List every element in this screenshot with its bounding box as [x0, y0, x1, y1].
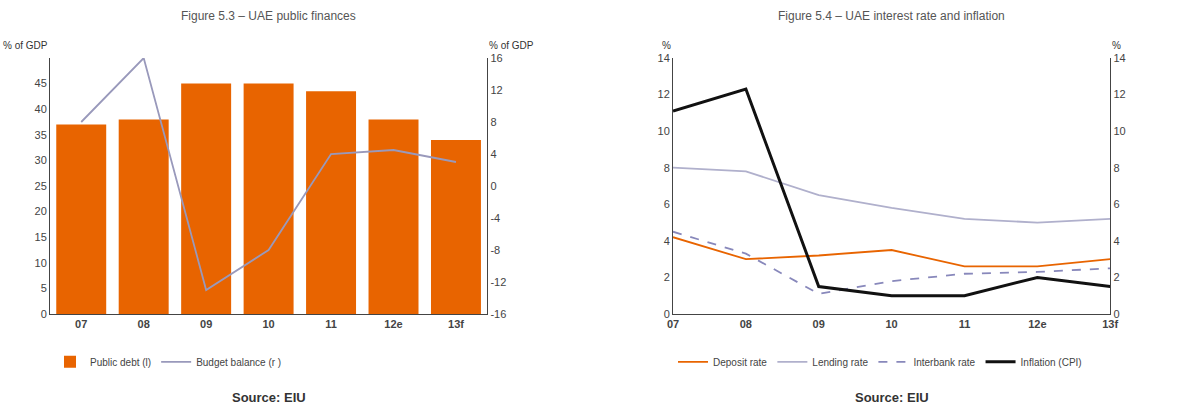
svg-text:07: 07 [667, 318, 679, 330]
svg-text:4: 4 [490, 148, 496, 160]
svg-text:15: 15 [35, 231, 47, 243]
svg-text:8: 8 [664, 162, 670, 174]
svg-text:%: % [1112, 40, 1121, 51]
svg-text:4: 4 [1113, 235, 1119, 247]
svg-text:07: 07 [75, 318, 87, 330]
svg-text:2: 2 [1113, 271, 1119, 283]
svg-text:12: 12 [658, 88, 670, 100]
svg-text:10: 10 [1113, 125, 1125, 137]
svg-text:45: 45 [35, 77, 47, 89]
svg-text:08: 08 [138, 318, 150, 330]
svg-text:11: 11 [959, 318, 971, 330]
svg-text:14: 14 [1113, 52, 1125, 64]
svg-text:10: 10 [885, 318, 897, 330]
svg-text:25: 25 [35, 180, 47, 192]
svg-text:12e: 12e [384, 318, 402, 330]
svg-text:% of GDP: % of GDP [3, 40, 48, 51]
svg-text:11: 11 [325, 318, 337, 330]
svg-text:4: 4 [664, 235, 670, 247]
svg-text:35: 35 [35, 129, 47, 141]
svg-text:08: 08 [740, 318, 752, 330]
svg-text:10: 10 [35, 257, 47, 269]
svg-text:6: 6 [1113, 198, 1119, 210]
svg-text:Figure 5.4 – UAE interest rate: Figure 5.4 – UAE interest rate and infla… [778, 9, 1005, 23]
svg-text:Source: EIU: Source: EIU [855, 390, 929, 405]
svg-text:12e: 12e [1028, 318, 1046, 330]
svg-text:0: 0 [490, 180, 496, 192]
svg-text:-16: -16 [490, 308, 506, 320]
svg-text:12: 12 [490, 84, 502, 96]
svg-text:Lending rate: Lending rate [812, 357, 868, 368]
svg-text:14: 14 [658, 52, 670, 64]
svg-text:-8: -8 [490, 244, 500, 256]
svg-text:0: 0 [1113, 308, 1119, 320]
svg-text:Source: EIU: Source: EIU [232, 390, 306, 405]
svg-text:Interbank rate: Interbank rate [913, 357, 975, 368]
svg-text:20: 20 [35, 205, 47, 217]
svg-text:09: 09 [200, 318, 212, 330]
svg-text:40: 40 [35, 103, 47, 115]
svg-text:0: 0 [41, 308, 47, 320]
svg-text:8: 8 [1113, 162, 1119, 174]
svg-text:10: 10 [262, 318, 274, 330]
svg-text:Figure 5.3 – UAE public financ: Figure 5.3 – UAE public finances [181, 9, 356, 23]
svg-text:% of GDP: % of GDP [489, 40, 534, 51]
svg-text:13f: 13f [448, 318, 464, 330]
svg-text:8: 8 [490, 116, 496, 128]
svg-text:Budget balance (r ): Budget balance (r ) [196, 357, 281, 368]
svg-text:30: 30 [35, 154, 47, 166]
svg-text:6: 6 [664, 198, 670, 210]
svg-text:Inflation (CPI): Inflation (CPI) [1021, 357, 1082, 368]
svg-text:16: 16 [490, 52, 502, 64]
svg-text:12: 12 [1113, 88, 1125, 100]
svg-text:Deposit rate: Deposit rate [713, 357, 767, 368]
svg-text:%: % [662, 40, 671, 51]
svg-text:13f: 13f [1102, 318, 1118, 330]
svg-text:09: 09 [813, 318, 825, 330]
svg-text:Public debt (l): Public debt (l) [90, 357, 151, 368]
svg-text:2: 2 [664, 271, 670, 283]
svg-text:-12: -12 [490, 276, 506, 288]
svg-text:0: 0 [664, 308, 670, 320]
svg-text:5: 5 [41, 282, 47, 294]
svg-text:10: 10 [658, 125, 670, 137]
svg-text:-4: -4 [490, 212, 500, 224]
